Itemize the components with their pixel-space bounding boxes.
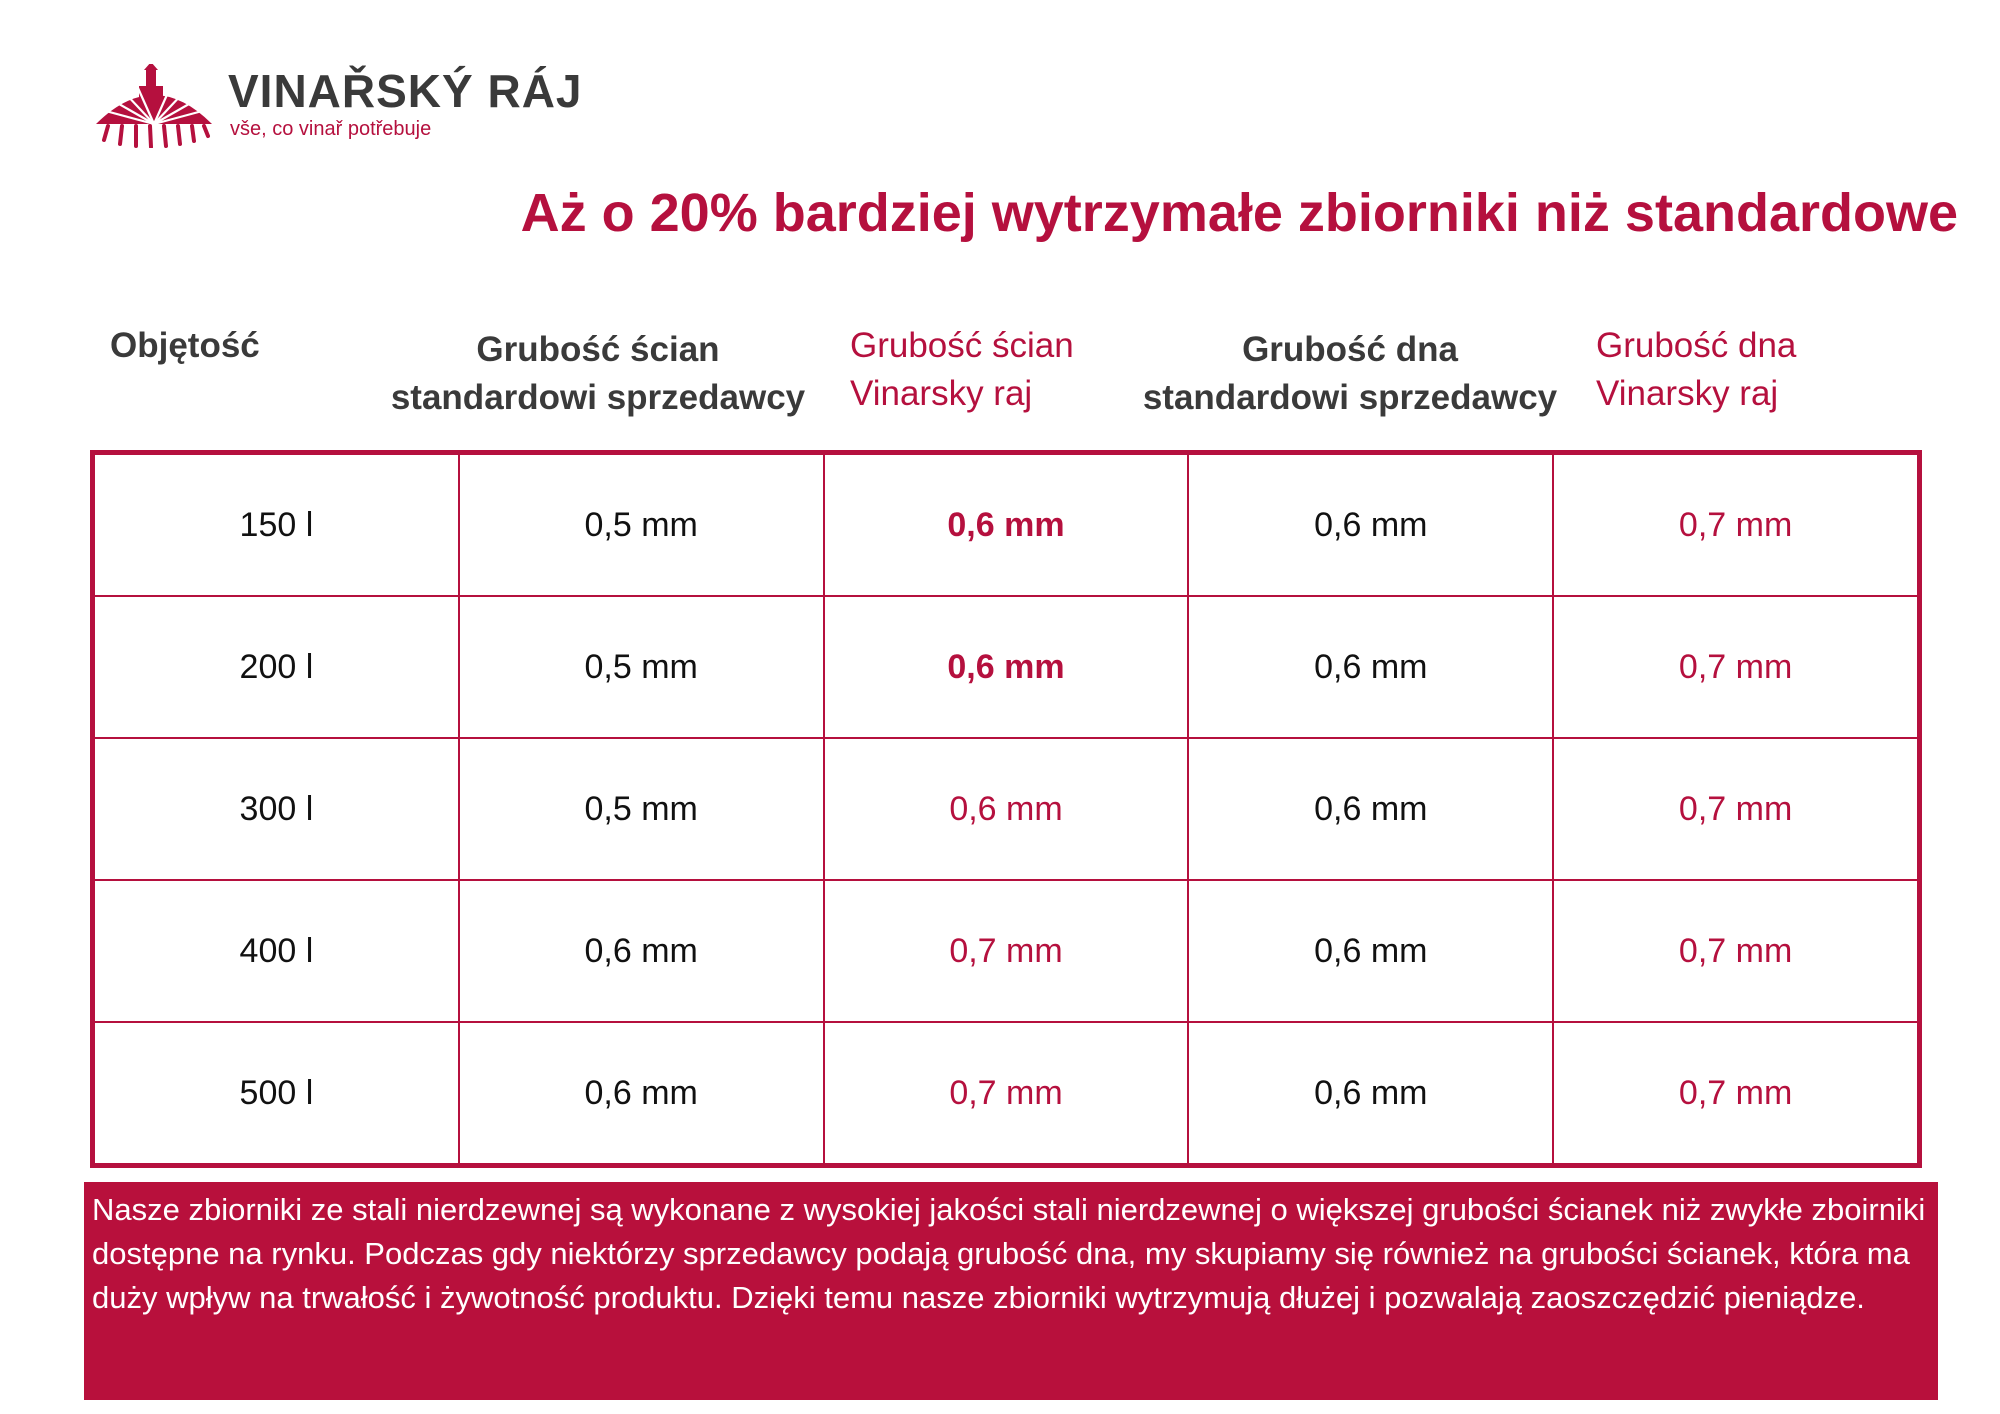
cell-wall-standard: 0,5 mm bbox=[457, 737, 825, 881]
cell-bottom-standard: 0,6 mm bbox=[1187, 879, 1555, 1023]
cell-volume: 150 l bbox=[93, 453, 460, 597]
cell-bottom-vinarsky: 0,7 mm bbox=[1552, 1021, 1919, 1165]
cell-wall-vinarsky: 0,7 mm bbox=[822, 1021, 1190, 1165]
cell-wall-standard: 0,6 mm bbox=[457, 879, 825, 1023]
table-row: 300 l 0,5 mm 0,6 mm 0,6 mm 0,7 mm bbox=[93, 737, 1919, 881]
header-volume: Objętość bbox=[110, 322, 260, 370]
cell-wall-vinarsky: 0,6 mm bbox=[822, 453, 1190, 597]
cell-bottom-standard: 0,6 mm bbox=[1187, 595, 1555, 739]
cell-bottom-vinarsky: 0,7 mm bbox=[1552, 595, 1919, 739]
header-bottom-vinarsky-line2: Vinarsky raj bbox=[1596, 374, 1779, 413]
cell-bottom-standard: 0,6 mm bbox=[1187, 737, 1555, 881]
info-note: Nasze zbiorniki ze stali nierdzewnej są … bbox=[84, 1182, 1938, 1400]
brand-logo: VINAŘSKÝ RÁJ vše, co vinař potřebuje bbox=[94, 58, 634, 148]
table-row: 500 l 0,6 mm 0,7 mm 0,6 mm 0,7 mm bbox=[93, 1021, 1919, 1165]
cell-bottom-standard: 0,6 mm bbox=[1187, 453, 1555, 597]
header-wall-standard-line1: Grubość ścian bbox=[476, 330, 720, 369]
cell-wall-vinarsky: 0,7 mm bbox=[822, 879, 1190, 1023]
header-bottom-standard-line1: Grubość dna bbox=[1242, 330, 1458, 369]
table-row: 200 l 0,5 mm 0,6 mm 0,6 mm 0,7 mm bbox=[93, 595, 1919, 739]
cell-bottom-vinarsky: 0,7 mm bbox=[1552, 879, 1919, 1023]
header-bottom-vinarsky: Grubość dna Vinarsky raj bbox=[1596, 322, 1796, 418]
cell-volume: 400 l bbox=[93, 879, 460, 1023]
cell-wall-vinarsky: 0,6 mm bbox=[822, 737, 1190, 881]
header-bottom-standard: Grubość dna standardowi sprzedawcy bbox=[1130, 326, 1570, 422]
table-row: 400 l 0,6 mm 0,7 mm 0,6 mm 0,7 mm bbox=[93, 879, 1919, 1023]
cell-bottom-vinarsky: 0,7 mm bbox=[1552, 453, 1919, 597]
brand-name: VINAŘSKÝ RÁJ bbox=[228, 65, 583, 117]
header-wall-vinarsky-line2: Vinarsky raj bbox=[850, 374, 1033, 413]
header-wall-vinarsky: Grubość ścian Vinarsky raj bbox=[850, 322, 1074, 418]
cell-volume: 300 l bbox=[93, 737, 460, 881]
header-bottom-vinarsky-line1: Grubość dna bbox=[1596, 326, 1797, 365]
header-volume-line1: Objętość bbox=[110, 326, 260, 365]
header-wall-standard-line2: standardowi sprzedawcy bbox=[390, 378, 806, 417]
cell-volume: 200 l bbox=[93, 595, 460, 739]
cell-volume: 500 l bbox=[93, 1021, 460, 1165]
cell-wall-standard: 0,6 mm bbox=[457, 1021, 825, 1165]
brand-tagline: vše, co vinař potřebuje bbox=[230, 118, 432, 140]
cell-wall-standard: 0,5 mm bbox=[457, 453, 825, 597]
castle-vineyard-icon bbox=[96, 64, 212, 148]
cell-bottom-standard: 0,6 mm bbox=[1187, 1021, 1555, 1165]
cell-wall-standard: 0,5 mm bbox=[457, 595, 825, 739]
header-bottom-standard-line2: standardowi sprzedawcy bbox=[1142, 378, 1558, 417]
cell-wall-vinarsky: 0,6 mm bbox=[822, 595, 1190, 739]
page-headline: Aż o 20% bardziej wytrzymałe zbiorniki n… bbox=[520, 183, 1958, 243]
header-wall-vinarsky-line1: Grubość ścian bbox=[850, 326, 1074, 365]
header-wall-standard: Grubość ścian standardowi sprzedawcy bbox=[378, 326, 818, 422]
thickness-table: 150 l 0,5 mm 0,6 mm 0,6 mm 0,7 mm 200 l … bbox=[90, 450, 1922, 1168]
cell-bottom-vinarsky: 0,7 mm bbox=[1552, 737, 1919, 881]
table-row: 150 l 0,5 mm 0,6 mm 0,6 mm 0,7 mm bbox=[93, 453, 1919, 597]
